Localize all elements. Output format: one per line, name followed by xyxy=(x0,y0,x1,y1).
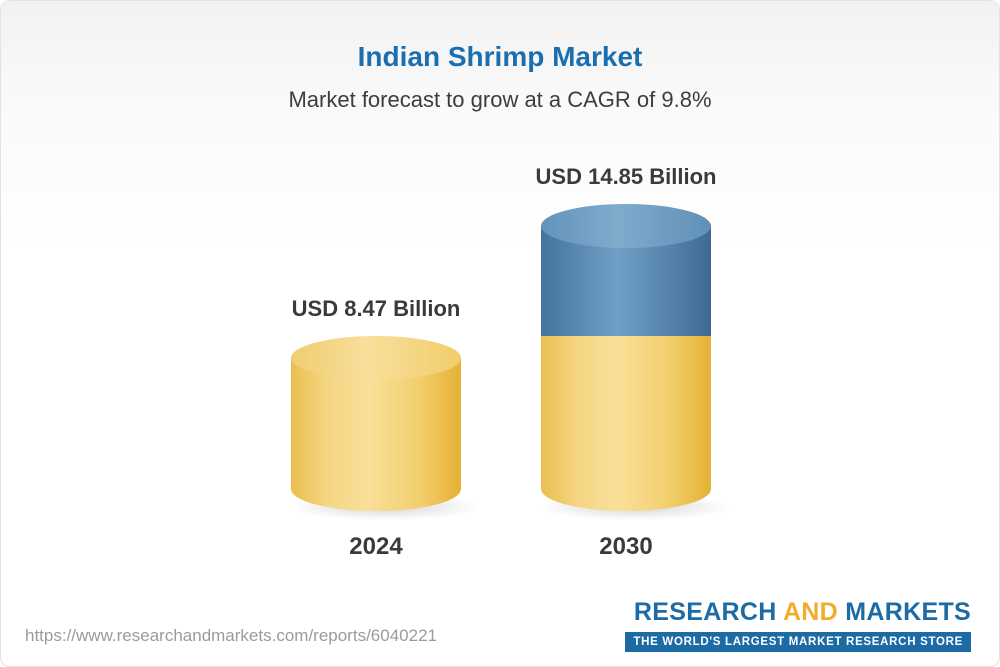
chart-subtitle: Market forecast to grow at a CAGR of 9.8… xyxy=(288,87,712,112)
bar-value-label-2030: USD 14.85 Billion xyxy=(535,164,717,189)
cylinder-2024 xyxy=(285,336,485,521)
cylinder-2024-cap xyxy=(291,336,461,380)
logo-wordmark: RESEARCH AND MARKETS xyxy=(625,598,971,627)
logo-word-and: AND xyxy=(782,598,839,626)
bar-group-2030: USD 14.85 Billion 2030 xyxy=(535,164,735,560)
cylinder-2024-body xyxy=(291,358,461,511)
report-url: https://www.researchandmarkets.com/repor… xyxy=(25,626,437,645)
bar-value-label-2024: USD 8.47 Billion xyxy=(291,296,461,321)
chart-title: Indian Shrimp Market xyxy=(357,41,643,72)
research-and-markets-logo: RESEARCH AND MARKETS THE WORLD'S LARGEST… xyxy=(625,598,971,652)
cylinder-2030 xyxy=(535,204,735,521)
cylinder-2030-yellow-body xyxy=(541,336,711,511)
logo-word-markets: MARKETS xyxy=(845,598,971,626)
cylinder-2030-cap xyxy=(541,204,711,248)
axis-label-2024: 2024 xyxy=(349,533,403,560)
logo-tagline: THE WORLD'S LARGEST MARKET RESEARCH STOR… xyxy=(625,632,971,652)
axis-label-2030: 2030 xyxy=(599,533,653,560)
logo-word-research: RESEARCH xyxy=(633,598,777,626)
bar-group-2024: USD 8.47 Billion 2024 xyxy=(285,296,485,560)
